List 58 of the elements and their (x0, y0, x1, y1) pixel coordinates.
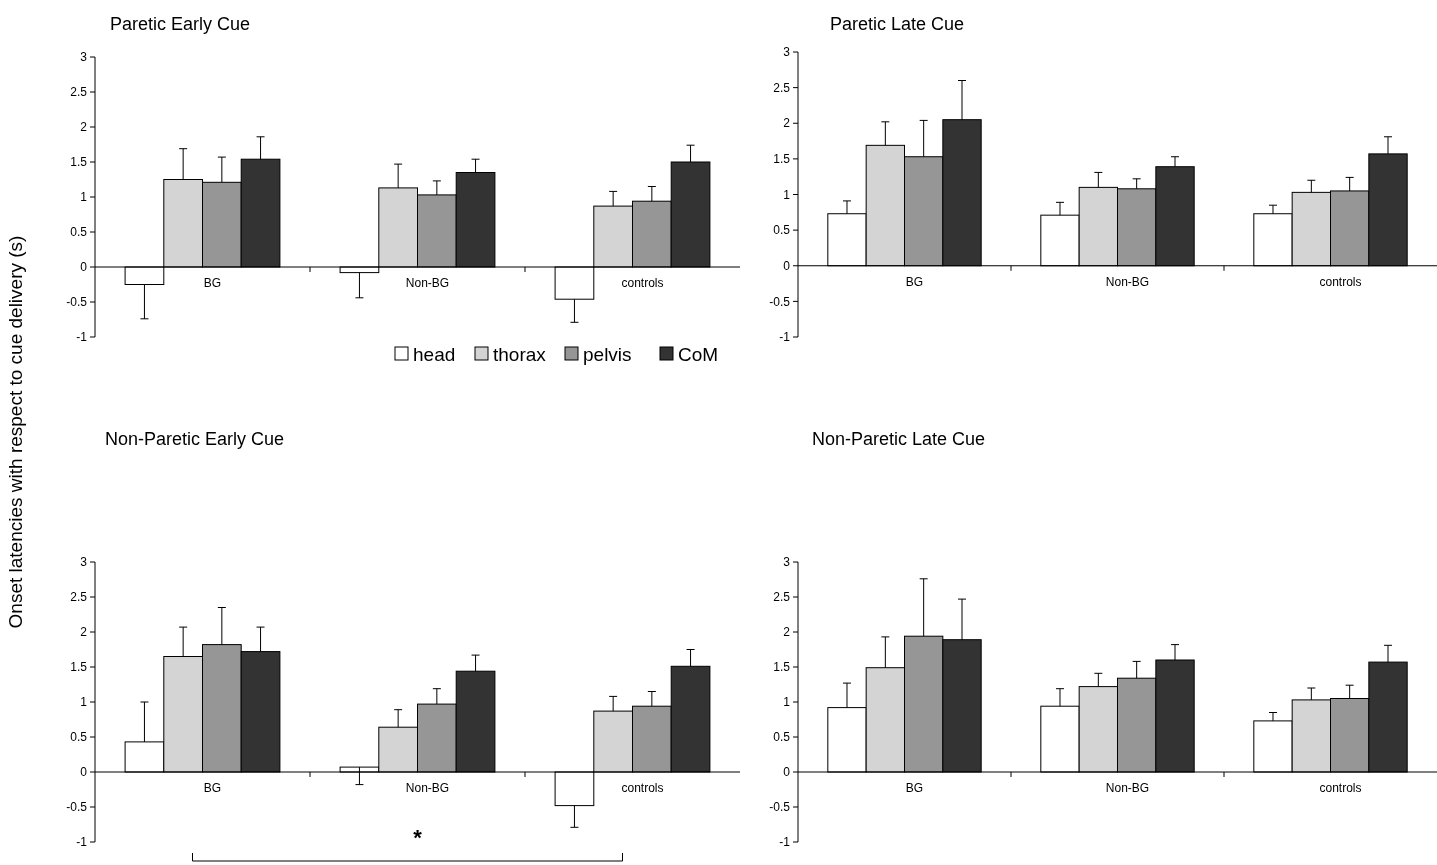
y-tick-label: 1 (783, 187, 791, 202)
y-tick-label: 2 (783, 625, 791, 640)
y-tick-label: 3 (80, 50, 88, 65)
y-axis-title: Onset latencies with respect to cue delivery (s) (5, 235, 26, 629)
x-tick-label: controls (621, 276, 664, 290)
y-tick-label: -1 (779, 330, 791, 345)
y-tick-label: 2 (80, 625, 88, 640)
x-tick-label: BG (905, 274, 924, 289)
x-tick-label: BG (203, 276, 222, 290)
y-tick-label: 1 (783, 695, 791, 710)
x-tick-label: BG (203, 781, 222, 795)
y-tick-label: -1 (76, 835, 88, 850)
y-tick-label: 0 (80, 765, 88, 780)
y-tick-label: 2 (783, 116, 791, 131)
y-tick-label: 2.5 (70, 85, 88, 100)
y-tick-label: 0 (80, 260, 88, 275)
y-tick-label: 3 (783, 555, 791, 570)
x-tick-label: controls (1319, 781, 1362, 795)
y-tick-label: 0.5 (70, 730, 88, 745)
y-tick-label: 0.5 (70, 225, 88, 240)
legend-label: head (413, 343, 456, 365)
legend-label: CoM (678, 343, 719, 365)
y-tick-label: 1.5 (70, 660, 88, 675)
x-tick-label: Non-BG (405, 781, 450, 795)
chart-title: Paretic Early Cue (110, 14, 251, 34)
y-tick-label: 0.5 (773, 730, 791, 745)
y-tick-label: -0.5 (66, 800, 88, 815)
y-tick-label: -1 (779, 835, 791, 850)
y-tick-label: 3 (80, 555, 88, 570)
y-tick-label: 2 (80, 120, 88, 135)
y-tick-label: -0.5 (769, 800, 791, 815)
y-tick-label: 1.5 (773, 152, 791, 167)
legend-label: thorax (493, 343, 547, 365)
x-tick-label: BG (905, 781, 924, 795)
y-tick-label: 1.5 (773, 660, 791, 675)
y-tick-label: 3 (783, 45, 791, 60)
x-tick-label: Non-BG (1105, 781, 1150, 795)
y-tick-label: 0.5 (773, 223, 791, 238)
y-tick-label: 2.5 (70, 590, 88, 605)
chart-title: Non-Paretic Late Cue (812, 429, 986, 449)
x-tick-label: controls (1319, 274, 1362, 289)
y-tick-label: 0 (783, 765, 791, 780)
chart-title: Non-Paretic Early Cue (105, 429, 285, 449)
x-tick-label: Non-BG (405, 276, 450, 290)
annotation: * (413, 825, 423, 850)
y-tick-label: 1 (80, 190, 88, 205)
y-tick-label: 2.5 (773, 80, 791, 95)
legend-label: pelvis (583, 343, 632, 365)
y-tick-label: 1.5 (70, 155, 88, 170)
y-tick-label: 2.5 (773, 590, 791, 605)
y-tick-label: -0.5 (769, 294, 791, 309)
y-tick-label: 0 (783, 258, 791, 273)
y-tick-label: -0.5 (66, 295, 88, 310)
y-tick-label: 1 (80, 695, 88, 710)
chart-title: Paretic Late Cue (830, 14, 965, 34)
y-tick-label: -1 (76, 330, 88, 345)
x-tick-label: controls (621, 781, 664, 795)
x-tick-label: Non-BG (1105, 274, 1150, 289)
